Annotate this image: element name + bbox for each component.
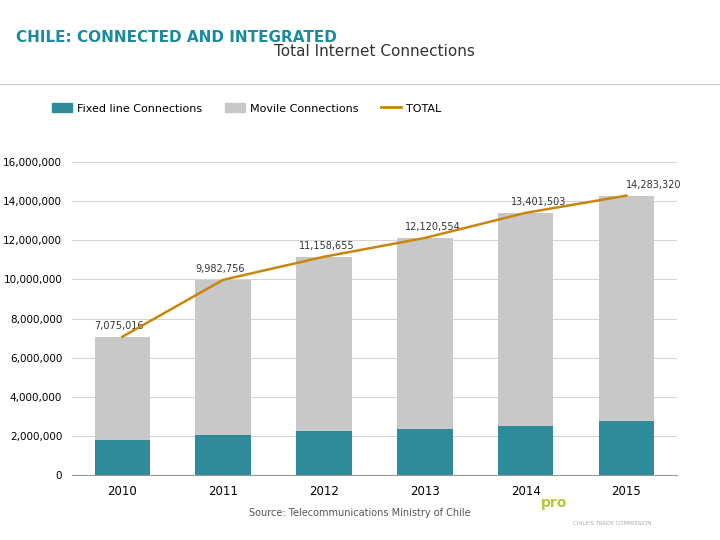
Text: 9,982,756: 9,982,756 bbox=[195, 264, 245, 274]
Text: Source: Telecommunications Ministry of Chile: Source: Telecommunications Ministry of C… bbox=[249, 508, 471, 518]
Text: CHILE: CONNECTED AND INTEGRATED: CHILE: CONNECTED AND INTEGRATED bbox=[16, 30, 337, 45]
Bar bbox=[297, 431, 351, 475]
Bar bbox=[498, 426, 553, 475]
Bar bbox=[598, 421, 654, 475]
Bar bbox=[397, 238, 452, 429]
Text: 14,283,320: 14,283,320 bbox=[626, 180, 682, 190]
Bar bbox=[598, 195, 654, 421]
Bar bbox=[498, 213, 553, 426]
Text: ✦: ✦ bbox=[666, 21, 680, 38]
Bar bbox=[195, 435, 251, 475]
Text: 7,075,016: 7,075,016 bbox=[94, 321, 144, 331]
Bar bbox=[397, 429, 452, 475]
Legend: Fixed line Connections, Movile Connections, TOTAL: Fixed line Connections, Movile Connectio… bbox=[48, 99, 446, 118]
Text: CHILE: CHILE bbox=[634, 496, 679, 510]
Bar bbox=[95, 440, 150, 475]
Text: CHILE'S TRADE COMMISSION: CHILE'S TRADE COMMISSION bbox=[573, 521, 651, 526]
Text: Chile: Chile bbox=[649, 52, 687, 65]
Text: 13,401,503: 13,401,503 bbox=[510, 198, 566, 207]
Text: pro: pro bbox=[541, 496, 567, 510]
Bar bbox=[195, 280, 251, 435]
Text: 11,158,655: 11,158,655 bbox=[299, 241, 354, 251]
Text: 12,120,554: 12,120,554 bbox=[405, 222, 460, 232]
Bar bbox=[297, 256, 351, 431]
Text: |: | bbox=[570, 496, 574, 510]
Bar bbox=[95, 337, 150, 440]
Text: Total Internet Connections: Total Internet Connections bbox=[274, 44, 474, 59]
